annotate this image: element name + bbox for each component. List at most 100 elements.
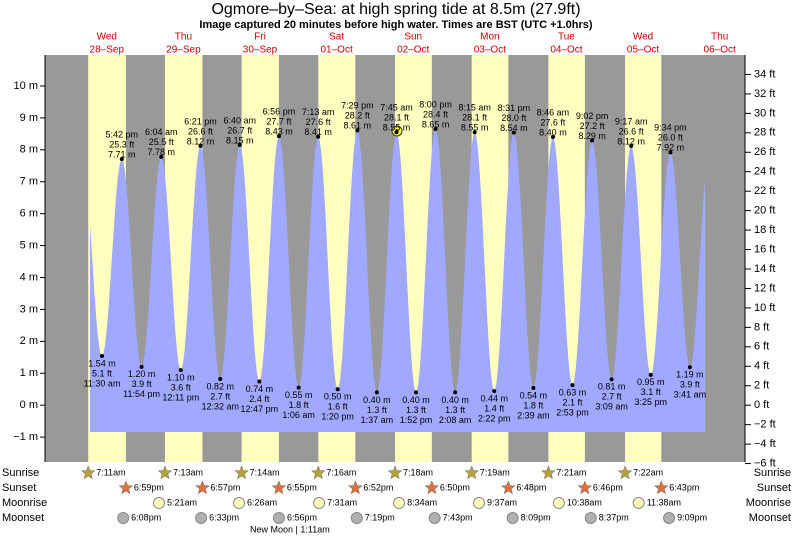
- tide-point: [394, 130, 399, 135]
- moonset-icon: [117, 512, 130, 524]
- sunrise-icon: [157, 465, 173, 480]
- y2-tick-label: 4 ft: [754, 360, 769, 372]
- sunset-icon: [348, 480, 363, 495]
- tide-ft-label: 27.2 ft: [580, 121, 606, 131]
- y2-tick-label: 6 ft: [754, 341, 769, 353]
- day-weekday: Sat: [329, 32, 344, 43]
- tide-time-label: 8:15 am: [458, 103, 491, 113]
- tide-ft-label: 26.6 ft: [188, 126, 214, 136]
- tide-point: [296, 385, 301, 390]
- day-weekday: Fri: [254, 32, 266, 43]
- sunrise-time: 7:11am: [96, 467, 125, 477]
- row-label: Moonset: [749, 512, 791, 524]
- tide-time-label: 3:09 am: [595, 402, 628, 412]
- tide-time-label: 6:56 pm: [263, 106, 296, 116]
- tide-ft-label: 25.5 ft: [149, 137, 175, 147]
- tide-m-label: 0.63 m: [559, 387, 587, 397]
- tide-m-label: 8.12 m: [187, 136, 215, 146]
- day-date: 03–Oct: [474, 45, 506, 56]
- sunrise-time: 7:18am: [403, 467, 433, 477]
- tide-point: [590, 138, 595, 143]
- day-date: 05–Oct: [627, 45, 659, 56]
- moonrise-icon: [393, 497, 406, 509]
- moonset-icon: [663, 512, 676, 524]
- tide-m-label: 8.65 m: [422, 119, 450, 129]
- moonset-time: 6:08pm: [131, 512, 161, 522]
- moonrise-time: 10:38am: [567, 497, 602, 507]
- tide-m-label: 8.55 m: [383, 123, 411, 133]
- tide-point: [511, 130, 516, 135]
- row-label: Moonrise: [746, 497, 791, 509]
- moonrise-icon: [552, 497, 565, 509]
- tide-time-label: 8:00 pm: [419, 99, 452, 109]
- y2-tick-label: 28 ft: [754, 127, 775, 139]
- day-weekday: Mon: [480, 32, 499, 43]
- moonset-time: 8:37pm: [599, 512, 629, 522]
- moonset-icon: [195, 512, 208, 524]
- y2-tick-label: 12 ft: [754, 282, 775, 294]
- tide-point: [316, 134, 321, 139]
- tide-ft-label: 3.9 ft: [680, 380, 701, 390]
- row-label: Sunset: [757, 482, 791, 494]
- y2-tick-label: −4 ft: [754, 438, 776, 450]
- tide-m-label: 8.29 m: [578, 131, 606, 141]
- y2-tick-label: 20 ft: [754, 205, 775, 217]
- sunrise-icon: [311, 465, 326, 480]
- y-tick-label: 5 m: [20, 239, 38, 251]
- y-tick-label: 2 m: [20, 335, 38, 347]
- tide-time-label: 12:11 pm: [162, 392, 199, 402]
- tide-ft-label: 25.3 ft: [109, 139, 135, 149]
- y-tick-label: 1 m: [20, 367, 38, 379]
- tide-time-label: 5:42 pm: [106, 129, 139, 139]
- y-tick-label: 4 m: [20, 271, 38, 283]
- tide-time-label: 3:41 am: [674, 390, 707, 400]
- tide-m-label: 0.40 m: [402, 395, 430, 405]
- tide-time-label: 6:04 am: [145, 127, 178, 137]
- tide-ft-label: 1.3 ft: [445, 405, 466, 415]
- tide-time-label: 1:20 pm: [321, 412, 354, 422]
- tide-point: [335, 387, 340, 392]
- tide-m-label: 1.19 m: [676, 370, 704, 380]
- sunrise-icon: [617, 465, 633, 480]
- tide-point: [237, 143, 242, 148]
- tide-m-label: 0.74 m: [246, 384, 274, 394]
- tide-time-label: 7:29 pm: [341, 101, 374, 111]
- tide-m-label: 0.81 m: [598, 382, 626, 392]
- sunrise-time: 7:19am: [480, 467, 510, 477]
- tide-time-label: 11:54 pm: [123, 389, 160, 399]
- sunset-icon: [271, 480, 287, 495]
- chart-title: Ogmore–by–Sea: at high spring tide at 8.…: [211, 1, 580, 18]
- tide-point: [531, 385, 536, 390]
- day-date: 30–Sep: [243, 45, 278, 56]
- y2-tick-label: 0 ft: [754, 399, 769, 411]
- day-date: 06–Oct: [704, 45, 736, 56]
- tide-time-label: 8:31 pm: [498, 103, 531, 113]
- tide-time-label: 3:25 pm: [635, 397, 668, 407]
- tide-ft-label: 28.1 ft: [462, 113, 488, 123]
- moonset-time: 8:09pm: [521, 512, 551, 522]
- tide-ft-label: 26.7 ft: [227, 125, 253, 135]
- moonset-time: 9:09pm: [677, 512, 707, 522]
- tide-area: [90, 129, 705, 432]
- row-label: Sunrise: [754, 467, 791, 479]
- moonrise-time: 11:38am: [647, 497, 681, 507]
- tide-ft-label: 2.7 ft: [210, 391, 231, 401]
- sunset-time: 6:50pm: [440, 482, 470, 492]
- sunrise-icon: [234, 465, 249, 480]
- tide-m-label: 7.78 m: [148, 147, 176, 157]
- y2-tick-label: 22 ft: [754, 185, 775, 197]
- tide-point: [472, 130, 477, 135]
- sunset-icon: [501, 480, 516, 495]
- tide-time-label: 1:52 pm: [400, 415, 433, 425]
- moonset-time: 6:33pm: [209, 512, 239, 522]
- day-date: 01–Oct: [320, 45, 352, 56]
- sunset-time: 6:57pm: [210, 482, 240, 492]
- tide-time-label: 8:46 am: [537, 107, 570, 117]
- tide-time-label: 1:37 am: [361, 415, 394, 425]
- y2-tick-label: 24 ft: [754, 166, 775, 178]
- sunrise-time: 7:21am: [556, 467, 586, 477]
- tide-m-label: 0.50 m: [324, 392, 352, 402]
- tide-ft-label: 28.4 ft: [423, 109, 449, 119]
- tide-m-label: 0.44 m: [480, 394, 508, 404]
- tide-point: [276, 134, 281, 139]
